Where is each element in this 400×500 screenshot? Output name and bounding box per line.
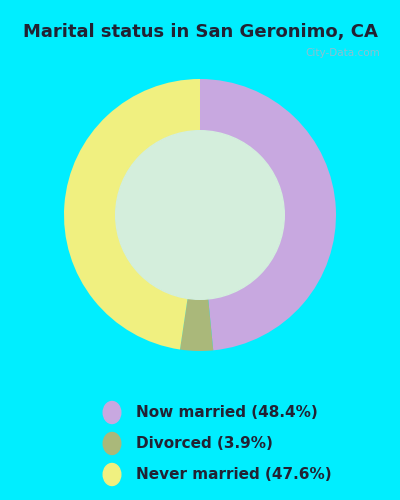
- Text: Marital status in San Geronimo, CA: Marital status in San Geronimo, CA: [22, 22, 378, 40]
- Wedge shape: [64, 79, 200, 349]
- Text: Never married (47.6%): Never married (47.6%): [136, 467, 332, 482]
- Circle shape: [116, 130, 284, 300]
- Text: Divorced (3.9%): Divorced (3.9%): [136, 436, 273, 451]
- Text: City-Data.com: City-Data.com: [306, 48, 380, 58]
- Wedge shape: [180, 298, 213, 351]
- Wedge shape: [200, 79, 336, 350]
- Text: Now married (48.4%): Now married (48.4%): [136, 405, 318, 420]
